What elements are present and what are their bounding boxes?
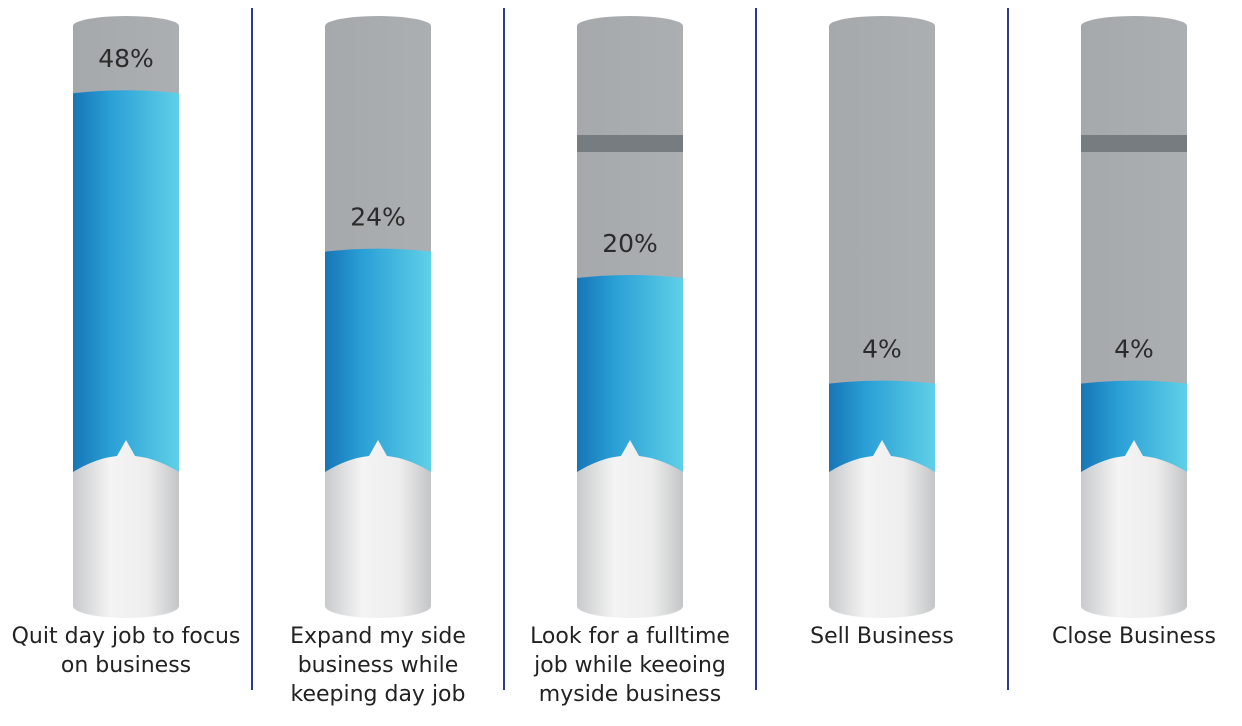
bar [73, 90, 179, 472]
dividers [251, 8, 1009, 690]
cylinder-base [73, 440, 179, 618]
cylinder-band [577, 135, 683, 152]
cylinder-band [1081, 135, 1187, 152]
cylinder-body [829, 16, 935, 466]
value-label: 4% [1114, 335, 1154, 364]
category-label: Sell Business [810, 624, 954, 649]
category-label: Quit day job to focus on business [11, 624, 241, 678]
bar [1081, 380, 1187, 472]
cylinder-base [829, 440, 935, 618]
bar [829, 380, 935, 472]
cylinder-base [577, 440, 683, 618]
bar [325, 248, 431, 472]
bar [577, 275, 683, 472]
cylinder-base [1081, 440, 1187, 618]
value-label: 24% [350, 203, 406, 232]
value-label: 20% [602, 229, 658, 258]
category-label: Expand my side business while keeping da… [290, 624, 466, 707]
value-label: 48% [98, 44, 154, 73]
value-label: 4% [862, 335, 902, 364]
category-label: Close Business [1052, 624, 1216, 649]
category-label: Look for a fulltime job while keeoing my… [530, 624, 730, 707]
cylinder-body [1081, 16, 1187, 466]
cylinder-base [325, 440, 431, 618]
